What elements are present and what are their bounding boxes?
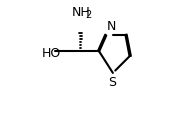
Text: NH: NH — [71, 6, 90, 19]
Text: N: N — [106, 20, 116, 33]
Text: S: S — [108, 76, 116, 89]
Text: 2: 2 — [85, 10, 91, 20]
Text: HO: HO — [42, 47, 61, 60]
